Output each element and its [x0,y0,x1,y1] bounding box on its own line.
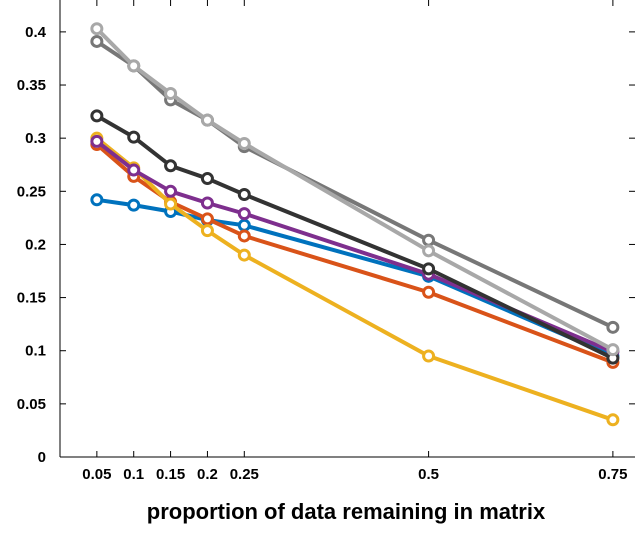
series-6 [90,34,620,334]
x-tick-label: 0.5 [418,466,439,483]
data-point [200,172,214,186]
data-point [422,349,436,363]
y-tick-label: 0.25 [17,183,46,200]
y-tick-label: 0 [38,449,46,466]
data-point [90,34,104,48]
data-point [164,184,178,198]
x-tick-label: 0.1 [123,466,144,483]
data-point [606,413,620,427]
data-point [127,163,141,177]
axes: 0 0.05 0.1 0.15 0.2 0.25 0.3 0.35 0.4 0.05 0.1 0.15… [17,0,635,483]
data-point [237,187,251,201]
data-point [237,248,251,262]
series-line [95,39,614,330]
y-tick-label: 0.4 [25,24,47,41]
series-line [95,143,614,365]
x-axis-title: proportion of data remaining in matrix [147,499,546,524]
x-tick-label: 0.15 [156,466,185,483]
data-point [200,224,214,238]
series-7 [90,22,620,357]
data-point [164,159,178,173]
data-point [237,207,251,221]
x-tick-label: 0.75 [598,466,627,483]
data-point [237,218,251,232]
data-point [606,343,620,357]
data-point [200,212,214,226]
series-line [95,136,614,422]
data-point [90,109,104,123]
data-point [90,134,104,148]
data-point [127,59,141,73]
series-5 [90,109,620,365]
data-point [164,87,178,101]
x-tick-label: 0.25 [230,466,259,483]
y-tick-label: 0.05 [17,396,46,413]
data-point [606,320,620,334]
y-tick-label: 0.35 [17,77,46,94]
data-point [422,244,436,258]
data-point [422,233,436,247]
data-point [237,229,251,243]
data-point [90,193,104,207]
series-group [90,22,620,427]
data-point [422,285,436,299]
data-point [237,136,251,150]
data-point [422,262,436,276]
series-2 [90,138,620,369]
y-tick-label: 0.3 [25,130,46,147]
data-point [127,198,141,212]
y-tick-label: 0.1 [25,343,46,360]
data-point [200,113,214,127]
data-point [164,197,178,211]
series-line [95,114,614,360]
x-tick-label: 0.2 [197,466,218,483]
y-tick-label: 0.15 [17,290,46,307]
data-point [90,22,104,36]
series-3 [90,131,620,427]
x-tick-label: 0.05 [82,466,111,483]
data-point [200,196,214,210]
y-tick-label: 0.2 [25,236,46,253]
data-point [127,130,141,144]
